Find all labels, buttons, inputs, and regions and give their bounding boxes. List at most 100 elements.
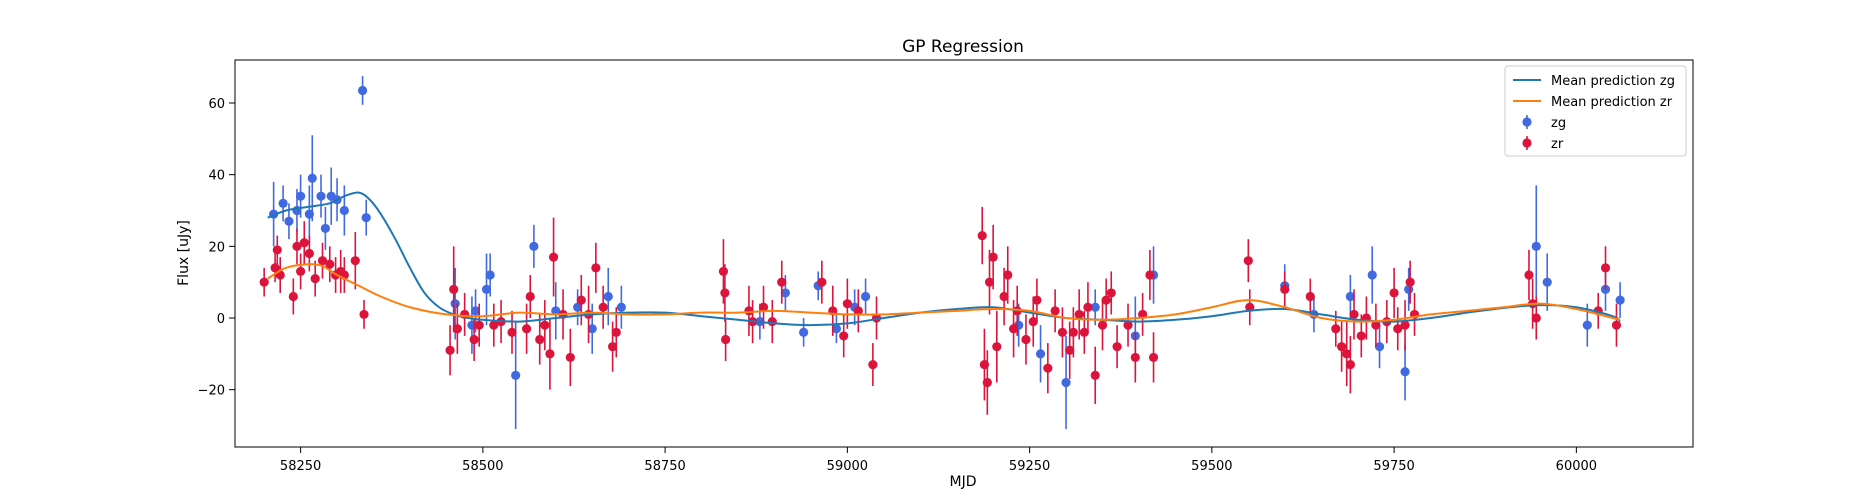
zr-data-point <box>718 266 729 277</box>
zr-data-point <box>452 324 462 334</box>
zr-data-point <box>1611 320 1622 330</box>
zr-data-point <box>1389 288 1399 298</box>
zr-data-point <box>988 252 998 262</box>
zr-data-point <box>535 334 545 345</box>
zr-data-point <box>868 359 878 370</box>
zg-data-point <box>587 324 597 334</box>
zr-data-point <box>1028 316 1038 327</box>
zr-data-point <box>259 277 269 287</box>
zr-data-point <box>1097 320 1108 330</box>
zr-data-point <box>548 252 559 262</box>
legend-marker-swatch <box>1522 138 1532 148</box>
zg-data-point <box>361 213 371 223</box>
zg-data-point <box>1090 302 1100 312</box>
chart-title: GP Regression <box>902 37 1024 57</box>
zr-data-point <box>977 230 987 241</box>
zr-data-point <box>317 256 328 266</box>
zr-data-point <box>1032 295 1042 305</box>
zr-data-point <box>350 256 360 266</box>
zg-data-point <box>316 191 326 201</box>
zr-data-point <box>469 334 479 345</box>
x-tick-label: 58750 <box>644 459 685 474</box>
zg-data-point <box>1400 367 1410 377</box>
plot-frame <box>234 59 1694 448</box>
zr-data-point <box>1050 306 1060 316</box>
zr-data-point <box>489 320 499 330</box>
zr-data-point <box>999 291 1009 302</box>
x-tick-label: 60000 <box>1556 459 1597 474</box>
zr-data-point <box>1345 359 1355 370</box>
zr-data-point <box>1600 263 1611 273</box>
zg-data-point <box>1367 270 1377 280</box>
zr-data-point <box>1148 352 1159 363</box>
zr-data-point <box>982 377 992 388</box>
zr-data-point <box>1393 324 1403 334</box>
zr-data-point <box>522 324 532 334</box>
zr-data-point <box>777 277 787 287</box>
zr-data-point <box>565 352 575 363</box>
zg-data-point <box>357 85 368 96</box>
zg-data-point <box>339 205 349 216</box>
zr-data-point <box>839 331 849 341</box>
zg-data-point <box>485 270 495 280</box>
zr-data-point <box>1349 309 1359 320</box>
zg-data-point <box>284 216 294 226</box>
zg-data-point <box>304 209 314 219</box>
zr-data-point <box>359 309 369 320</box>
zr-data-point <box>1112 342 1122 352</box>
zg-data-point <box>470 306 481 316</box>
y-axis-label: Flux [uJy] <box>176 220 192 286</box>
legend: Mean prediction zg Mean prediction zr zg zr <box>1504 65 1687 157</box>
zg-data-point <box>1531 241 1541 251</box>
zg-data-point <box>831 324 842 334</box>
legend-box <box>1504 65 1687 157</box>
zr-data-point <box>758 302 769 312</box>
zr-data-point <box>292 241 302 251</box>
plot-area <box>259 76 1625 430</box>
zr-data-point <box>1083 302 1093 312</box>
y-tick-label: 60 <box>208 97 225 112</box>
zr-data-point <box>1074 309 1084 320</box>
zr-data-point <box>1342 349 1352 359</box>
x-tick-label: 58250 <box>280 459 321 474</box>
zr-data-point <box>1331 324 1341 334</box>
zr-data-point <box>853 306 863 316</box>
zr-data-point <box>1068 327 1078 337</box>
zr-data-point <box>1337 342 1347 352</box>
zg-data-point <box>1582 320 1592 330</box>
zg-data-point <box>511 370 521 380</box>
zg-data-point <box>481 284 492 294</box>
zr-data-point <box>304 248 314 259</box>
zr-data-point <box>507 327 517 337</box>
zr-data-point <box>1090 370 1100 380</box>
y-tick-label: −20 <box>198 384 225 399</box>
zr-data-point <box>1106 288 1116 298</box>
y-tick-label: 40 <box>208 169 225 184</box>
zr-data-point <box>474 320 484 330</box>
zr-data-point <box>576 295 586 305</box>
zr-data-point <box>1145 270 1155 280</box>
zg-data-point <box>616 302 626 312</box>
zr-data-point <box>1243 256 1253 266</box>
zr-data-point <box>545 349 555 359</box>
zg-data-point <box>1374 342 1385 352</box>
x-tick-label: 59250 <box>1009 459 1050 474</box>
zr-data-point <box>1057 327 1068 337</box>
zg-data-point <box>296 191 306 201</box>
x-tick-label: 59500 <box>1191 459 1232 474</box>
zg-data-point <box>1615 295 1625 305</box>
legend-entry-label: zg <box>1551 116 1566 131</box>
zr-data-point <box>1079 327 1089 337</box>
zg-data-point <box>551 306 561 316</box>
x-tick-label: 58500 <box>462 459 503 474</box>
zr-data-point <box>1065 345 1075 355</box>
zg-data-point <box>860 291 871 302</box>
zr-data-point <box>992 342 1002 352</box>
zr-data-point <box>1003 270 1013 280</box>
zr-data-point <box>1101 295 1111 305</box>
zr-data-point <box>1123 320 1133 330</box>
zr-data-point <box>817 277 827 287</box>
zg-data-point <box>307 173 317 183</box>
zr-data-point <box>1021 334 1031 345</box>
